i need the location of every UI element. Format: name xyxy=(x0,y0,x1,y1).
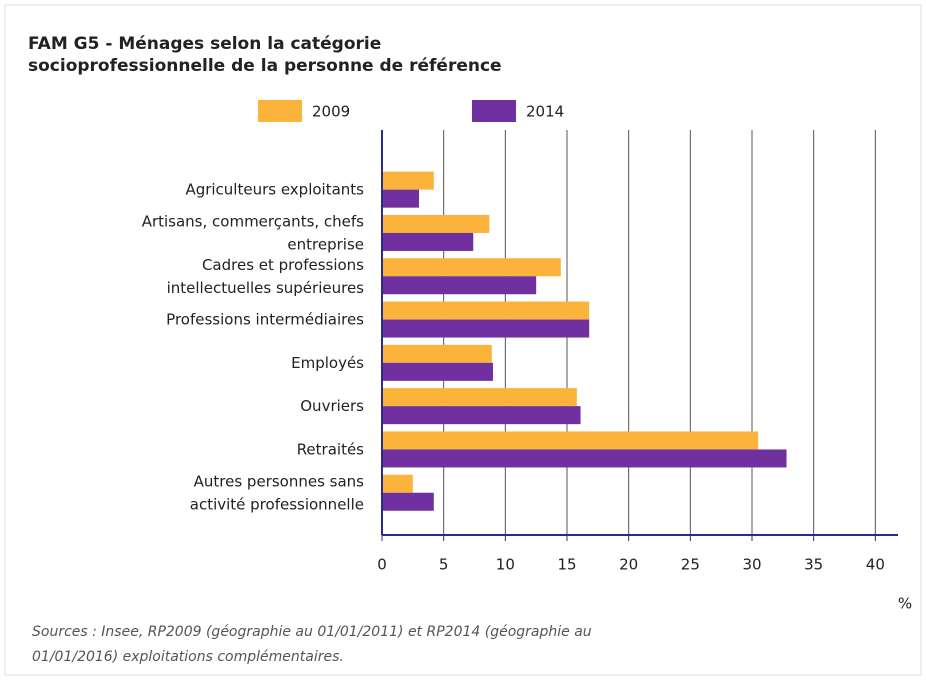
bar xyxy=(382,214,490,233)
bar xyxy=(382,362,493,381)
x-tick-label: 20 xyxy=(619,556,638,574)
bar xyxy=(382,406,581,425)
y-tick-label: Professions intermédiaires xyxy=(166,310,364,328)
bar xyxy=(382,189,419,208)
x-tick-label: 25 xyxy=(681,556,700,574)
x-tick-label: 10 xyxy=(496,556,515,574)
bar xyxy=(382,276,537,295)
source: Sources : Insee, RP2009 (géographie au 0… xyxy=(32,624,592,665)
bar xyxy=(382,258,561,277)
x-tick-label: 30 xyxy=(742,556,761,574)
y-tick-label: Retraités xyxy=(297,440,364,458)
bar xyxy=(382,388,577,407)
frame xyxy=(4,4,922,676)
bar xyxy=(382,431,759,450)
x-tick-label: 0 xyxy=(377,556,387,574)
legend-swatch xyxy=(472,100,516,122)
legend-label: 2009 xyxy=(312,103,350,121)
y-tick-label: Cadres et professions intellectuelles sup… xyxy=(167,255,365,296)
legend-swatch xyxy=(258,100,302,122)
y-tick-label: Agriculteurs exploitants xyxy=(185,180,364,198)
x-tick-label: 35 xyxy=(804,556,823,574)
x-tick-label: 40 xyxy=(866,556,885,574)
y-tick-label: Autres personnes sans activité profession… xyxy=(190,472,364,513)
bar xyxy=(382,492,434,511)
bar xyxy=(382,319,590,338)
bar xyxy=(382,301,590,320)
bar xyxy=(382,449,787,468)
bar xyxy=(382,171,434,190)
x-tick-label: 5 xyxy=(439,556,449,574)
y-tick-label: Artisans, commerçants, chefs entreprise xyxy=(142,212,364,253)
y-tick-label: Employés xyxy=(291,353,364,371)
x-tick-label: 15 xyxy=(557,556,576,574)
bar xyxy=(382,344,492,363)
x-axis-label: % xyxy=(898,595,912,613)
y-tick-label: Ouvriers xyxy=(300,397,364,415)
chart-title: FAM G5 - Ménages selon la catégorie socio… xyxy=(28,34,502,76)
bar xyxy=(382,232,474,251)
bar xyxy=(382,474,413,493)
legend-label: 2014 xyxy=(526,103,564,121)
